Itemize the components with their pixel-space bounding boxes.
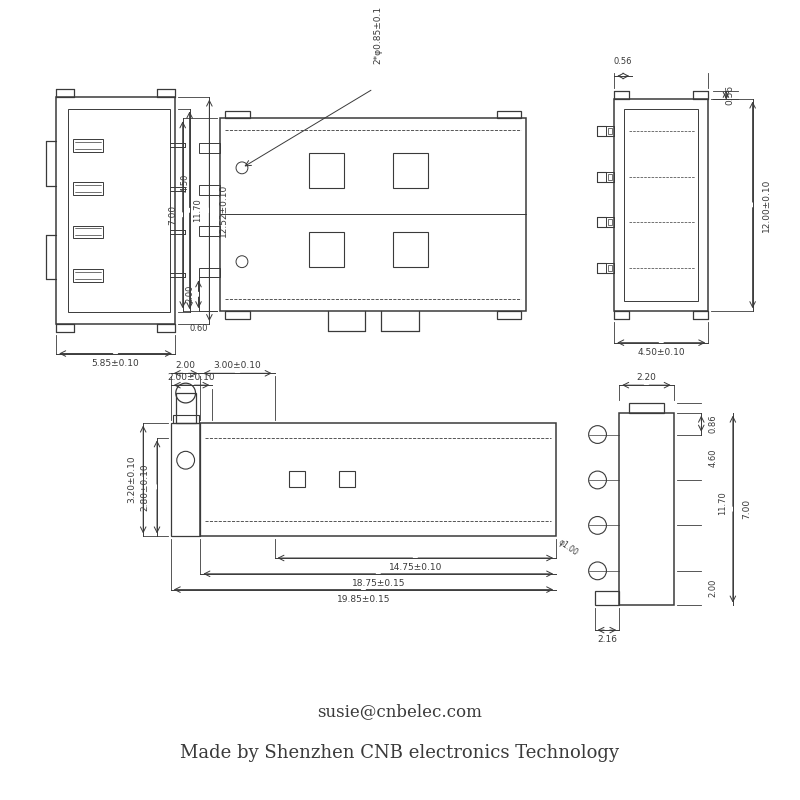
Text: 2.00±0.10: 2.00±0.10	[168, 373, 215, 382]
Bar	[624, 109, 698, 301]
Text: 11.70: 11.70	[193, 198, 202, 222]
Bar	[606, 126, 614, 136]
Text: Made by Shenzhen CNB electronics Technology: Made by Shenzhen CNB electronics Technol…	[181, 743, 619, 762]
Text: 12.52±0.10: 12.52±0.10	[218, 184, 228, 237]
Text: 2.00: 2.00	[709, 579, 718, 598]
Bar	[619, 413, 674, 606]
Bar	[198, 185, 220, 194]
Bar	[309, 153, 344, 188]
Bar	[56, 97, 174, 324]
Text: 0.56: 0.56	[614, 57, 633, 66]
Text: 2.20: 2.20	[637, 373, 656, 382]
Bar	[609, 128, 612, 134]
Text: 3.20±0.10: 3.20±0.10	[127, 456, 136, 503]
Bar	[225, 311, 250, 319]
Text: 2.00: 2.00	[185, 285, 194, 303]
Bar	[606, 218, 614, 227]
Bar	[497, 110, 522, 118]
Text: 4.60: 4.60	[709, 448, 718, 466]
Bar	[198, 268, 220, 278]
Bar	[338, 471, 354, 487]
Bar	[171, 422, 201, 536]
Bar	[73, 139, 102, 152]
Bar	[201, 422, 556, 536]
Text: 4.50±0.10: 4.50±0.10	[638, 348, 685, 357]
Bar	[73, 182, 102, 195]
Text: 7.00: 7.00	[742, 499, 751, 519]
Bar	[220, 118, 526, 311]
Text: 2*φ0.85±0.1: 2*φ0.85±0.1	[374, 6, 382, 63]
Text: 18.75±0.15: 18.75±0.15	[351, 579, 405, 588]
Text: 0.56: 0.56	[726, 85, 734, 105]
Bar	[225, 110, 250, 118]
Bar	[393, 232, 428, 266]
Text: 14.75±0.10: 14.75±0.10	[389, 563, 442, 572]
Bar	[606, 262, 614, 273]
Bar	[290, 471, 305, 487]
Text: 5.85±0.10: 5.85±0.10	[92, 359, 139, 368]
Bar	[497, 311, 522, 319]
Bar	[606, 172, 614, 182]
Text: 0.86: 0.86	[709, 414, 718, 433]
Bar	[73, 269, 102, 282]
Bar	[629, 403, 664, 413]
Bar	[73, 226, 102, 238]
Text: 2.80±0.10: 2.80±0.10	[141, 463, 150, 510]
Bar	[609, 174, 612, 180]
Text: 2.16: 2.16	[597, 635, 617, 645]
Bar	[173, 414, 198, 422]
Bar	[198, 226, 220, 236]
Text: 4.50: 4.50	[180, 174, 189, 192]
Bar	[68, 109, 170, 312]
Text: 19.85±0.15: 19.85±0.15	[337, 595, 390, 604]
Text: 2.00: 2.00	[176, 361, 196, 370]
Text: φ1.00: φ1.00	[556, 537, 579, 557]
Bar	[198, 143, 220, 153]
Bar	[614, 98, 708, 311]
Bar	[309, 232, 344, 266]
Text: 11.70: 11.70	[718, 491, 727, 514]
Text: 3.00±0.10: 3.00±0.10	[214, 361, 262, 370]
Bar	[393, 153, 428, 188]
Text: 12.00±0.10: 12.00±0.10	[762, 178, 771, 231]
Text: 7.00: 7.00	[168, 205, 178, 225]
Text: 0.60: 0.60	[190, 324, 208, 334]
Bar	[176, 393, 195, 422]
Text: susie@cnbelec.com: susie@cnbelec.com	[318, 702, 482, 720]
Bar	[609, 265, 612, 270]
Bar	[594, 590, 619, 606]
Bar	[609, 219, 612, 225]
